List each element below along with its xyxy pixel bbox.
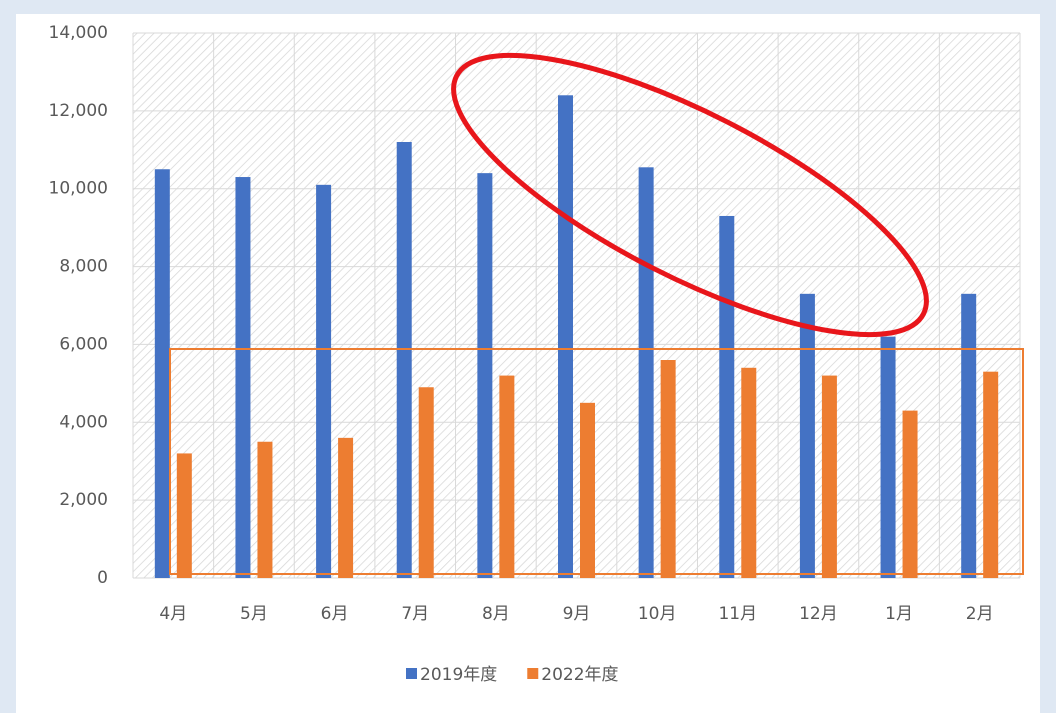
bar — [741, 367, 757, 578]
bar — [396, 142, 412, 578]
x-tick-label: 5月 — [240, 604, 268, 624]
legend-label: 2019年度 — [420, 665, 497, 685]
y-tick-label: 14,000 — [49, 23, 108, 43]
y-tick-label: 8,000 — [59, 257, 108, 277]
x-tick-label: 11月 — [718, 604, 757, 624]
plot-area — [133, 33, 1020, 578]
legend-label: 2022年度 — [541, 665, 618, 685]
bar — [235, 177, 251, 579]
bar — [902, 410, 918, 578]
x-tick-label: 2月 — [966, 604, 994, 624]
bar — [821, 375, 837, 578]
legend-swatch — [527, 668, 539, 679]
bar — [477, 173, 493, 578]
y-tick-label: 6,000 — [59, 334, 108, 354]
bar — [799, 293, 815, 578]
bar — [316, 184, 332, 579]
y-tick-label: 10,000 — [49, 179, 108, 199]
y-tick-label: 2,000 — [59, 490, 108, 510]
bar — [338, 437, 354, 578]
y-tick-label: 0 — [97, 568, 108, 588]
bar — [638, 167, 654, 578]
x-tick-label: 9月 — [563, 604, 591, 624]
highlight-ellipse — [451, 52, 929, 338]
bar — [880, 336, 896, 578]
bar — [418, 387, 434, 578]
bar — [257, 441, 273, 578]
bar — [499, 375, 515, 578]
bar — [983, 371, 999, 578]
legend-swatch — [406, 668, 417, 679]
x-tick-label: 12月 — [799, 604, 838, 624]
x-tick-label: 8月 — [482, 604, 510, 624]
bar — [176, 453, 192, 578]
bar — [961, 293, 977, 578]
x-tick-label: 7月 — [401, 604, 429, 624]
y-tick-label: 4,000 — [59, 412, 108, 432]
y-tick-label: 12,000 — [49, 101, 108, 121]
x-tick-label: 10月 — [638, 604, 677, 624]
x-tick-label: 4月 — [159, 604, 187, 624]
highlight-box — [169, 348, 1024, 575]
bar — [154, 169, 170, 578]
bar — [660, 360, 676, 578]
bar — [580, 402, 595, 578]
bar — [719, 215, 735, 578]
x-tick-label: 1月 — [885, 604, 913, 624]
bar — [558, 95, 573, 579]
x-tick-label: 6月 — [321, 604, 349, 624]
